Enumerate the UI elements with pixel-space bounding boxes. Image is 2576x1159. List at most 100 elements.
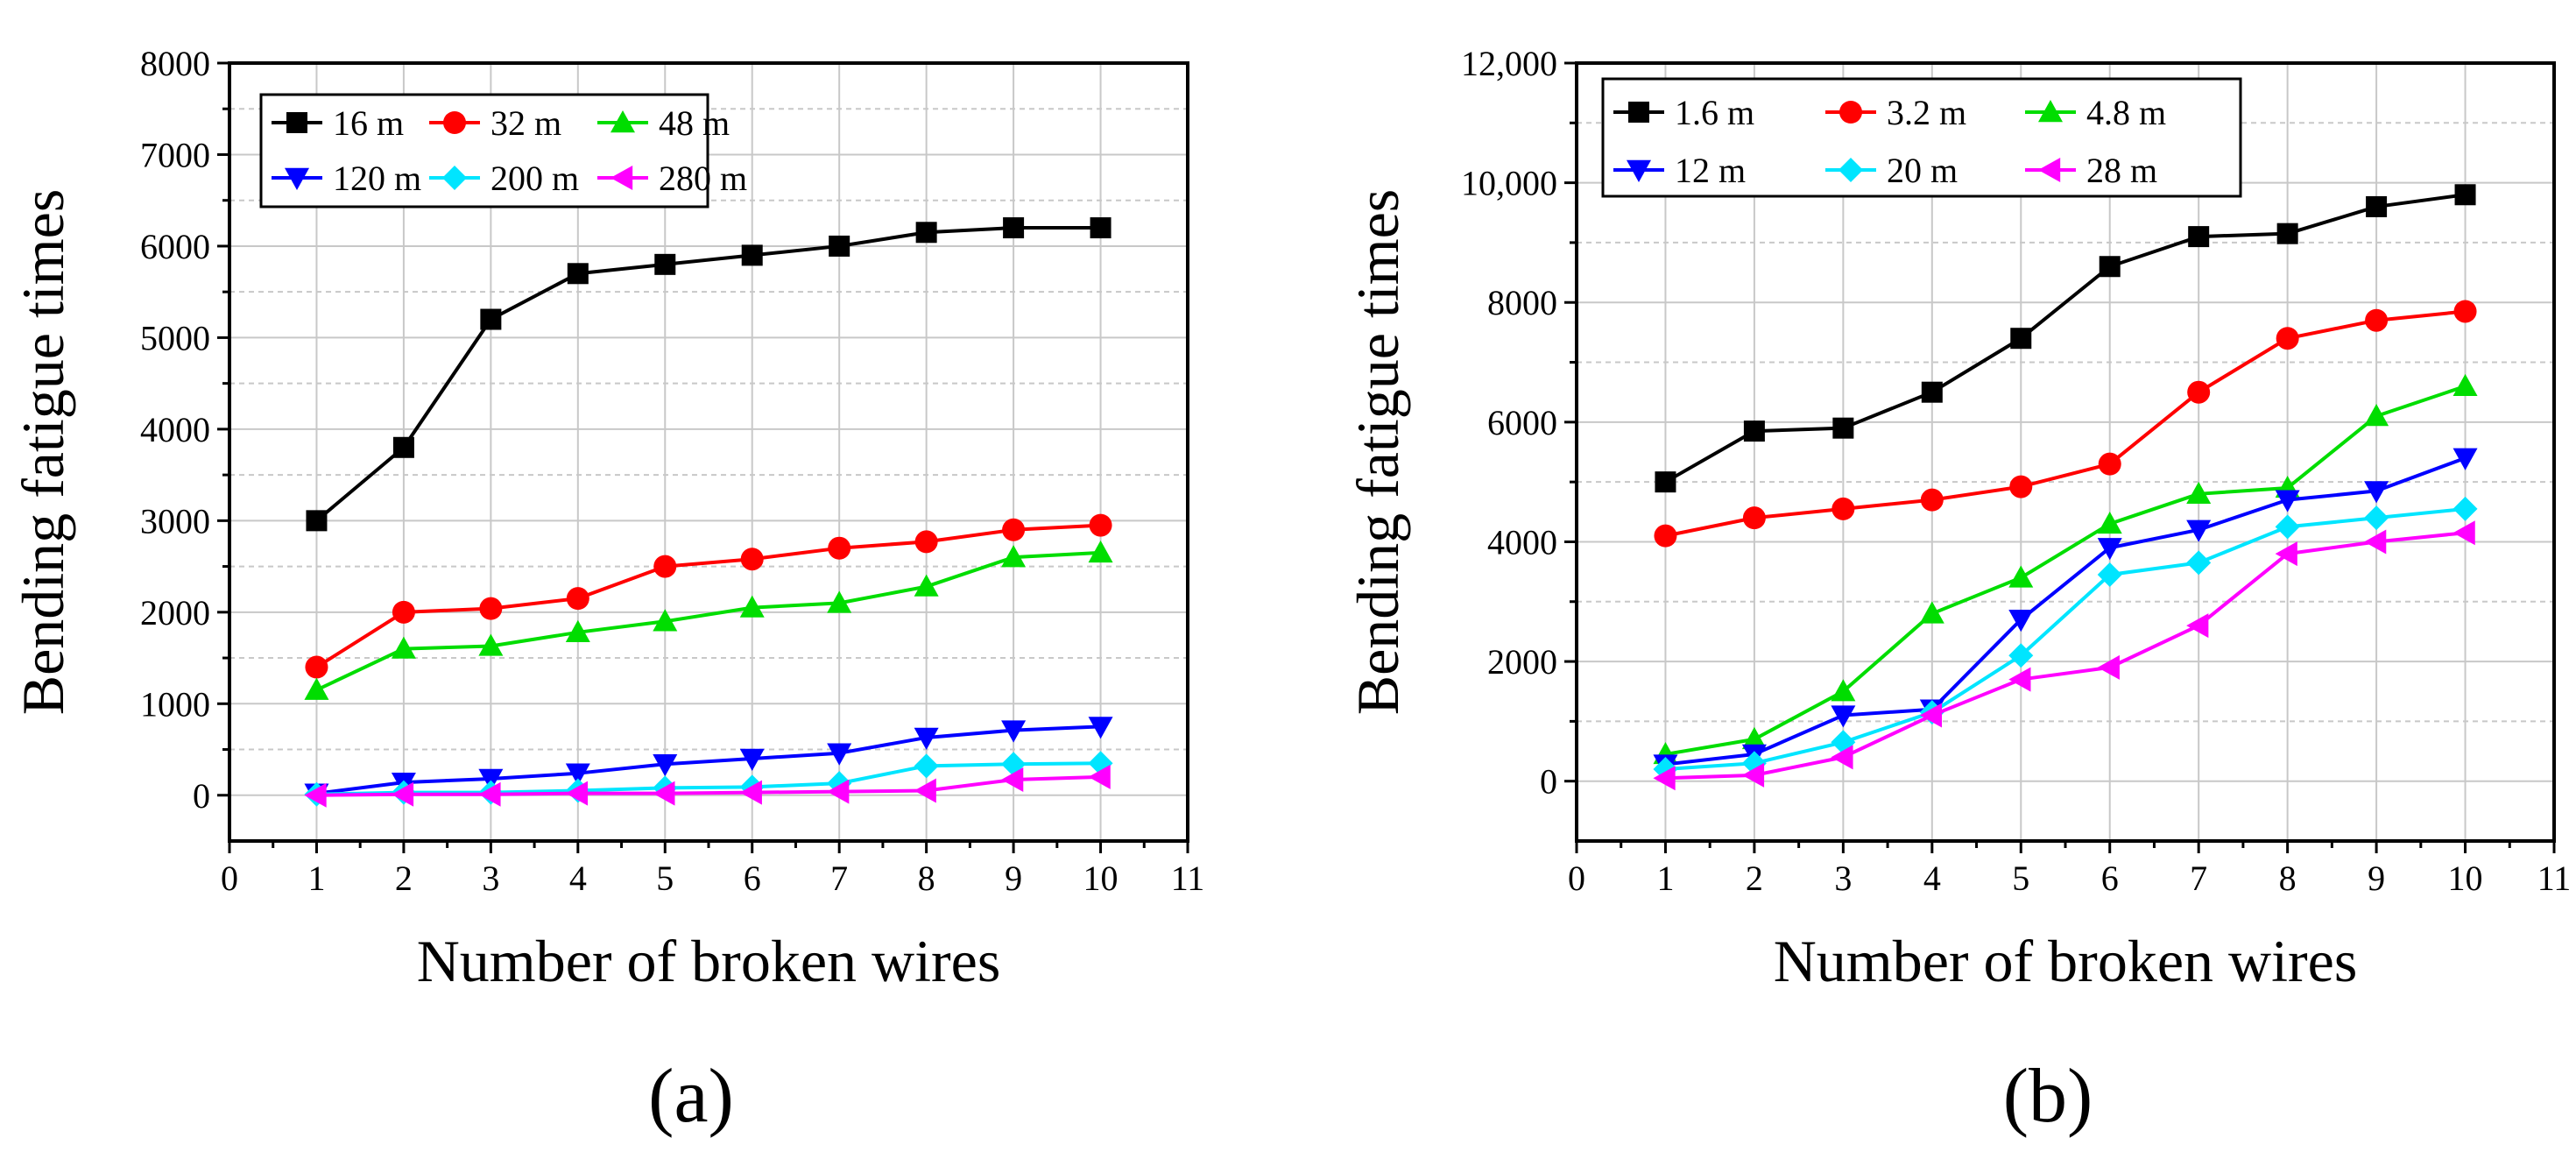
data-point: [391, 636, 416, 659]
series-line: [315, 523, 1101, 669]
x-tick-label: 6: [2101, 859, 2119, 898]
x-tick-label: 6: [744, 859, 761, 898]
x-tick-label: 5: [656, 859, 674, 898]
data-point: [565, 619, 590, 643]
data-point: [1653, 766, 1676, 791]
data-point: [653, 609, 678, 632]
y-tick-label: 7000: [140, 135, 210, 174]
x-tick-label: 9: [1005, 859, 1022, 898]
y-tick-label: 5000: [140, 318, 210, 357]
data-point: [2187, 380, 2211, 404]
data-point: [653, 555, 677, 578]
x-tick-label: 4: [569, 859, 587, 898]
y-tick-label: 2000: [1487, 642, 1557, 682]
x-tick-label: 4: [1923, 859, 1941, 898]
data-point: [740, 548, 764, 571]
data-point: [2097, 654, 2120, 680]
legend-label: 12 m: [1675, 151, 1746, 190]
data-point: [915, 222, 937, 244]
y-axis-title-b: Bending fatigue times: [1344, 189, 1411, 716]
data-point: [2366, 195, 2388, 217]
y-tick-label: 8000: [1487, 283, 1557, 322]
data-point: [2276, 223, 2298, 244]
series-line: [1665, 456, 2467, 767]
data-point: [1919, 601, 1944, 624]
data-point: [1742, 506, 1766, 530]
data-point: [2275, 541, 2297, 567]
y-tick-label: 8000: [140, 44, 210, 83]
data-point: [827, 743, 852, 766]
series-line: [1664, 193, 2466, 484]
data-point: [739, 748, 765, 771]
series-line: [1665, 506, 2466, 772]
legend-item: 3.2 m: [1825, 93, 1966, 132]
data-point: [829, 235, 850, 257]
data-point: [478, 781, 501, 807]
data-point: [2097, 511, 2122, 534]
y-tick-label: 10,000: [1461, 164, 1557, 203]
legend-label: 16 m: [333, 103, 404, 143]
legend-label: 20 m: [1887, 151, 1958, 190]
data-point: [2452, 520, 2475, 546]
data-point: [1921, 381, 1943, 403]
legend-marker: [2038, 100, 2063, 123]
legend-marker: [610, 110, 635, 133]
data-point: [478, 768, 504, 791]
x-axis-ticks-b: 0 1 2 3 4 5 6 7 8 9 10 11: [1568, 841, 2571, 898]
data-point: [2454, 184, 2476, 206]
x-tick-label: 11: [2537, 859, 2572, 898]
legend-item: 48 m: [597, 103, 730, 143]
x-tick-label: 10: [2448, 859, 2483, 898]
data-point: [2275, 514, 2300, 540]
data-point: [1088, 764, 1111, 789]
x-tick-label: 3: [1834, 859, 1852, 898]
data-point: [304, 782, 327, 808]
legend-item: 1.6 m: [1613, 93, 1754, 132]
legend-item: 32 m: [429, 103, 561, 143]
legend-item: 200 m: [429, 159, 579, 198]
y-tick-label: 6000: [1487, 403, 1557, 442]
data-point: [914, 574, 939, 597]
legend-item: 28 m: [2025, 151, 2157, 190]
legend-marker: [610, 166, 633, 190]
data-point: [2452, 496, 2478, 521]
data-point: [828, 536, 851, 560]
data-point: [2364, 404, 2389, 427]
data-point: [567, 263, 589, 285]
legend-b: 1.6 m 3.2 m 4.8 m 12 m 20 m 28 m: [1601, 77, 2242, 198]
data-point: [2186, 519, 2212, 542]
data-point: [739, 780, 762, 805]
series-line: [316, 724, 1101, 795]
legend-label: 1.6 m: [1675, 93, 1754, 132]
data-point: [654, 253, 676, 275]
data-point: [1003, 217, 1025, 239]
data-point: [2186, 613, 2209, 639]
data-point: [2188, 226, 2210, 248]
legend-label: 32 m: [490, 103, 561, 143]
data-point: [827, 590, 852, 613]
series-b-2: [1653, 373, 2478, 765]
data-point: [2452, 373, 2478, 397]
legend-label: 4.8 m: [2086, 93, 2166, 132]
data-point: [741, 244, 763, 266]
data-point: [1832, 417, 1854, 439]
x-axis-ticks-a: 0 1 2 3 4 5 6 7 8 9 10 11: [221, 841, 1204, 898]
legend-marker: [1838, 158, 1863, 182]
data-point: [2365, 308, 2389, 332]
data-point: [1655, 471, 1676, 493]
series-line: [1665, 384, 2467, 756]
legend-item: 20 m: [1825, 151, 1958, 190]
x-tick-label: 0: [1568, 859, 1585, 898]
data-point: [827, 779, 850, 804]
data-point: [2186, 550, 2212, 576]
data-point: [2099, 256, 2121, 278]
data-point: [304, 677, 329, 700]
legend-marker: [286, 112, 307, 133]
legend-marker: [1839, 101, 1862, 124]
y-tick-label: 4000: [140, 410, 210, 449]
x-tick-label: 7: [830, 859, 848, 898]
panel-label-b: (b): [2003, 1054, 2093, 1139]
x-tick-label: 11: [1171, 859, 1205, 898]
legend-label: 28 m: [2086, 151, 2157, 190]
data-point: [1831, 745, 1853, 770]
